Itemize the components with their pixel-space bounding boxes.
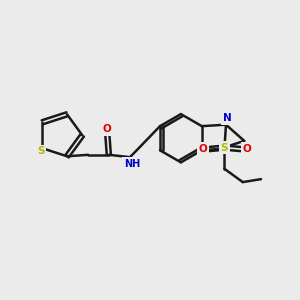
- Text: S: S: [221, 142, 228, 153]
- Text: N: N: [223, 113, 232, 123]
- Text: NH: NH: [124, 159, 140, 169]
- Text: S: S: [37, 146, 45, 156]
- Text: O: O: [199, 144, 207, 154]
- Text: O: O: [103, 124, 112, 134]
- Text: O: O: [242, 144, 251, 154]
